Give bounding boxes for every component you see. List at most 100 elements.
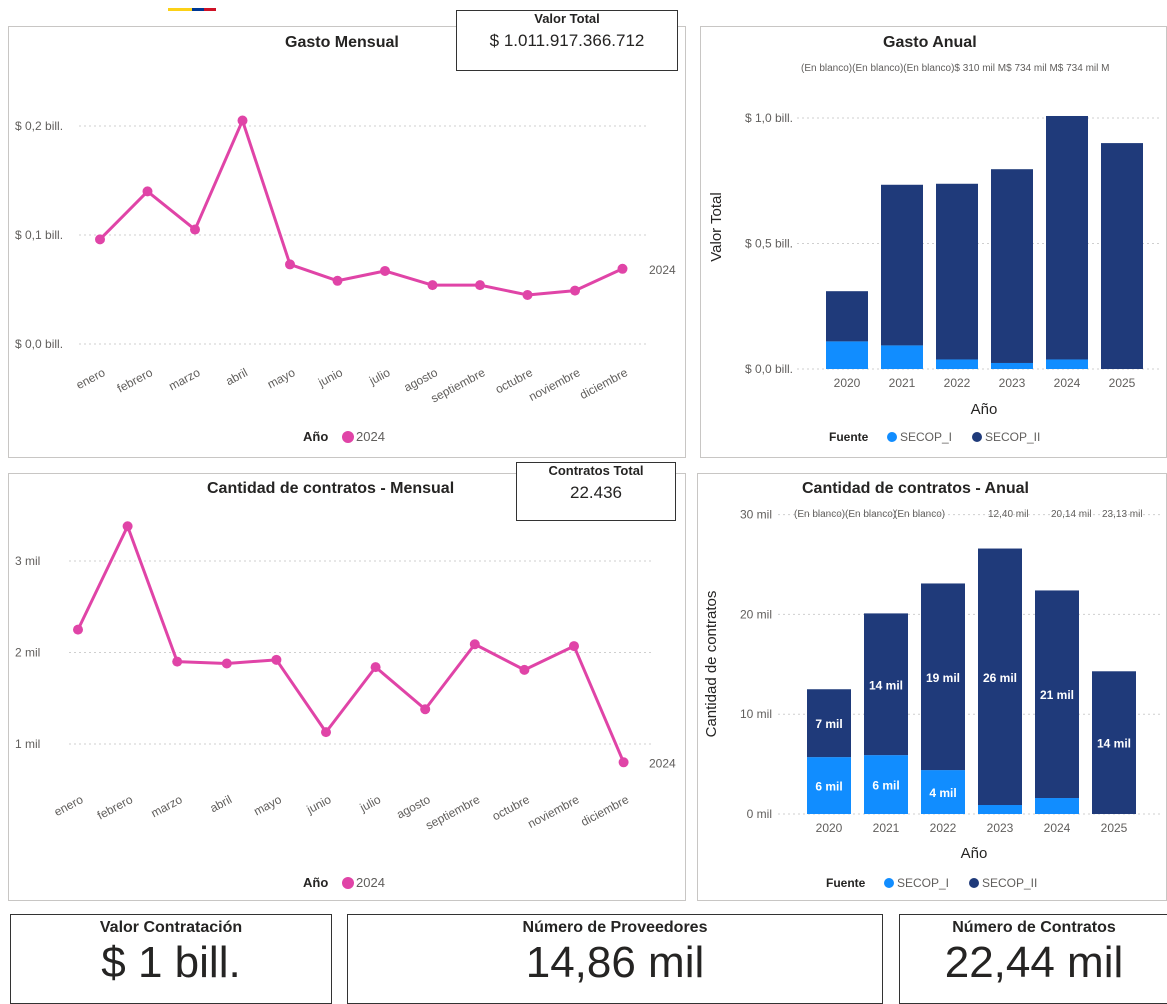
y-tick-label: $ 0,0 bill. [15,337,63,351]
data-point [190,224,200,235]
valor-contratacion-card: Valor Contratación $ 1 bill. [10,914,332,1004]
gasto-mensual-title: Gasto Mensual [285,34,399,51]
data-point [285,259,295,270]
bar-secop-i [826,341,868,369]
x-tick-label: febrero [115,365,155,395]
bar-secop-ii [1035,590,1079,799]
data-point [570,285,580,296]
data-label-secop-ii: 21 mil [1040,688,1074,702]
bar-secop-i [807,757,851,814]
data-label-secop-i: 4 mil [929,786,956,800]
x-tick-label: enero [52,792,86,819]
x-tick-label: abril [223,365,250,388]
legend-marker-secop-ii [972,432,982,442]
x-tick-label: noviembre [525,792,581,831]
data-point [522,289,533,300]
y-tick-label: $ 0,0 bill. [745,362,793,376]
x-tick-label: marzo [166,365,202,393]
x-tick-label: 2025 [1109,376,1136,390]
series-line-2024 [98,119,624,297]
gasto-anual-panel: Gasto Anual (En blanco)(En blanco)(En bl… [700,26,1167,458]
contratos-anual-title: Cantidad de contratos - Anual [802,480,1029,497]
bar-secop-ii [936,183,978,360]
y-tick-label: 1 mil [15,737,40,751]
legend-item-secop-i: SECOP_I [897,876,949,890]
numero-proveedores-value: 14,86 mil [525,938,705,987]
x-tick-label: junio [315,365,345,390]
legend-marker-secop-i [887,432,897,442]
bar-secop-i [1046,359,1088,369]
top-total-label: (En blanco) [794,509,845,520]
legend-marker-2024 [342,431,354,443]
data-label-secop-ii: 19 mil [926,671,960,685]
y-tick-label: $ 0,5 bill. [745,237,793,251]
gasto-mensual-chart: $ 0,0 bill. $ 0,1 bill. $ 0,2 bill. 2024 ene… [15,115,676,444]
y-tick-label: $ 0,2 bill. [15,119,63,133]
numero-contratos-label: Número de Contratos [952,919,1116,936]
legend-item-secop-i: SECOP_I [900,430,952,444]
numero-proveedores-card: Número de Proveedores 14,86 mil [347,914,883,1004]
x-tick-label: 2023 [999,376,1026,390]
x-tick-label: enero [74,365,108,392]
data-label-secop-i: 6 mil [872,779,899,793]
series-line-2024 [76,524,625,763]
flag-logo [168,8,216,14]
x-tick-label: 2022 [944,376,971,390]
top-total-label: (En blanco) [845,509,896,520]
data-point [569,641,579,652]
legend-item-2024: 2024 [356,429,385,444]
x-tick-label: mayo [265,365,298,391]
x-tick-label: 2024 [1054,376,1081,390]
bar-secop-ii [978,548,1022,806]
x-tick-label: 2025 [1101,821,1128,835]
data-point [519,664,530,675]
contratos-total-card: Contratos Total 22.436 [516,462,676,521]
legend-marker-secop-ii [969,878,979,888]
data-point [475,280,485,291]
data-point [370,662,381,673]
bar-secop-i [1035,798,1079,814]
top-total-label: 20,14 mil [1051,509,1092,520]
data-point [95,234,105,245]
x-tick-label: marzo [149,792,185,820]
numero-contratos-card: Número de Contratos 22,44 mil [899,914,1167,1004]
bar-secop-i [936,359,978,369]
x-tick-label: mayo [251,792,284,818]
top-total-label: (En blanco) [894,509,945,520]
data-label-secop-ii: 14 mil [869,678,903,692]
x-tick-label: junio [304,792,334,817]
x-tick-label: 2024 [1044,821,1071,835]
data-point [427,280,438,291]
valor-total-card: Valor Total $ 1.011.917.366.712 [456,10,678,71]
x-tick-label: 2023 [987,821,1014,835]
y-tick-label: 0 mil [747,807,772,821]
x-tick-label: septiembre [428,365,487,405]
x-axis-title: Año [961,845,988,862]
data-point [321,727,331,738]
x-axis-title: Año [971,401,998,418]
legend-title: Fuente [829,430,869,444]
bar-secop-ii [864,613,908,756]
numero-contratos-value: 22,44 mil [944,938,1124,987]
x-tick-label: abril [208,792,235,815]
bar-secop-ii [991,169,1033,363]
x-tick-label: 2020 [834,376,861,390]
contratos-total-label: Contratos Total [548,463,644,478]
data-point [617,263,628,274]
bar-secop-ii [881,184,923,346]
data-point [172,656,183,667]
bar-secop-ii [1092,671,1136,814]
x-tick-label: noviembre [526,365,582,404]
data-point [221,658,232,669]
legend-item-2024: 2024 [356,875,385,890]
legend-title: Fuente [826,876,866,890]
x-tick-label: 2021 [873,821,900,835]
contratos-mensual-chart: 1 mil 2 mil 3 mil 2024 enero febrero marzo abri… [15,521,676,890]
y-tick-label: 2 mil [15,646,40,660]
data-point [469,639,480,650]
x-tick-label: diciembre [578,792,631,829]
data-label-secop-ii: 26 mil [983,671,1017,685]
series-end-label: 2024 [649,263,676,277]
series-end-label: 2024 [649,756,676,770]
x-tick-label: septiembre [423,792,482,832]
